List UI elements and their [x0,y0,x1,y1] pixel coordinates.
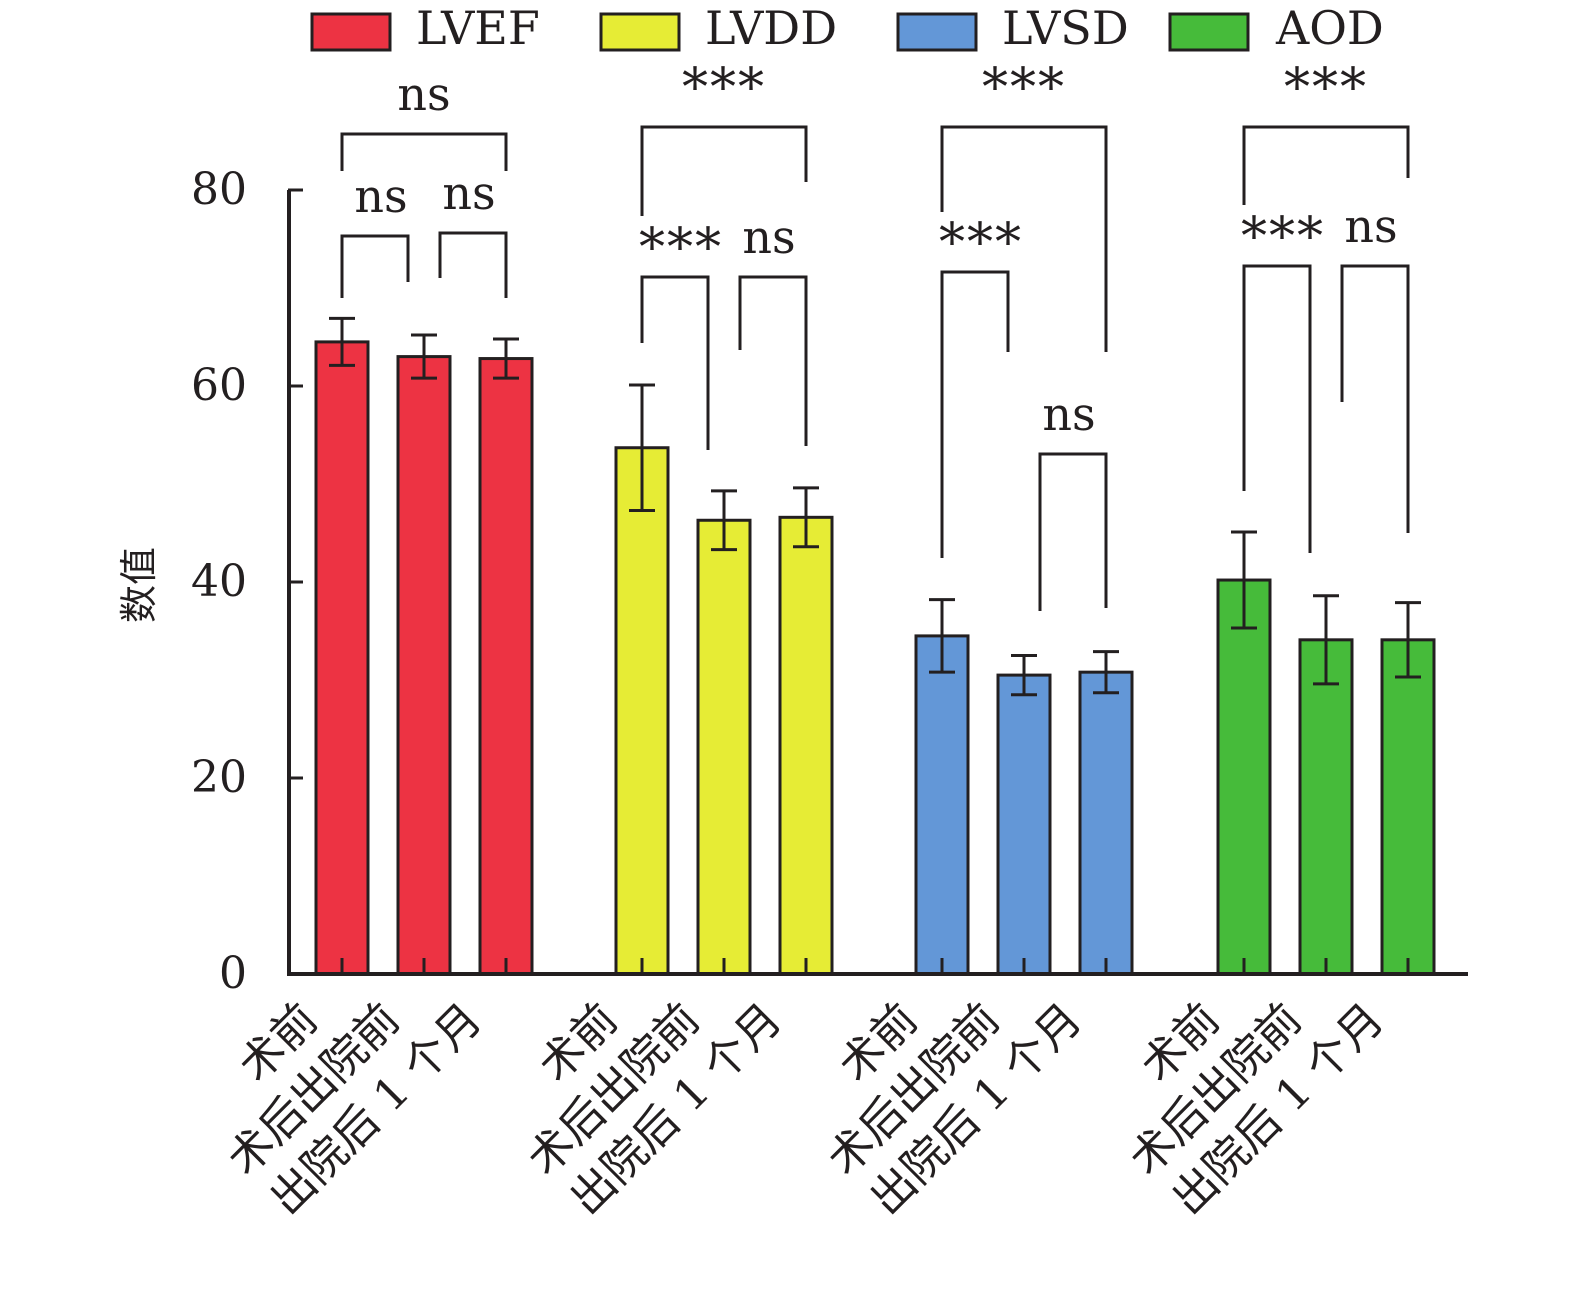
bracket-lvef-2-3-label: ns [442,166,495,220]
bar-aod-2 [1298,638,1354,976]
bracket-lvsd-1-2 [940,270,1010,558]
bar-aod-1 [1216,578,1272,976]
bracket-aod-1-3 [1242,125,1410,205]
bracket-lvdd-1-3 [640,125,808,216]
bracket-lvdd-2-3 [738,275,808,446]
bar-lvef-2 [396,355,452,976]
y-axis: 0 20 40 60 80 [191,164,303,999]
bracket-lvdd-1-2-label: *** [639,218,723,278]
bracket-lvdd-1-3-label: *** [682,58,766,118]
legend-swatch-lvdd [599,12,681,52]
y-tick-label: 20 [191,752,247,803]
bracket-lvsd-1-3 [940,125,1108,352]
legend-label-aod: AOD [1275,1,1384,55]
bracket-aod-1-2 [1242,264,1312,553]
bracket-lvef-2-3 [438,231,508,298]
y-tick-label: 40 [191,556,247,607]
bracket-lvef-1-3-label: ns [397,67,450,121]
bracket-lvsd-1-2-label: *** [939,213,1023,273]
bracket-lvdd-2-3-label: ns [742,210,795,264]
bracket-lvsd-2-3 [1038,452,1108,611]
bracket-aod-1-2-label: *** [1241,207,1325,267]
bar-lvsd-2 [996,673,1052,976]
bracket-aod-2-3 [1340,264,1410,533]
y-tick-label: 60 [191,360,247,411]
bracket-lvsd-2-3-label: ns [1042,387,1095,441]
legend-label-lvsd: LVSD [1002,1,1129,55]
legend-swatch-lvsd [896,12,978,52]
bar-lvef-3 [478,357,534,976]
error-bars [329,316,1421,697]
y-tick-label: 80 [191,164,247,215]
bracket-lvef-1-2-label: ns [354,169,407,223]
y-axis-label: 数值 [117,547,161,623]
bar-lvdd-2 [696,518,752,976]
legend-swatch-aod [1168,12,1250,52]
bar-lvdd-3 [778,515,834,976]
bracket-lvsd-1-3-label: *** [982,58,1066,118]
bracket-lvdd-1-2 [640,275,710,450]
legend: LVEF LVDD LVSD AOD [310,1,1384,55]
bracket-lvef-1-3 [340,132,508,171]
legend-label-lvef: LVEF [416,1,540,55]
bar-aod-3 [1380,638,1436,976]
legend-swatch-lvef [310,12,392,52]
bracket-aod-1-3-label: *** [1284,58,1368,118]
bracket-lvef-1-2 [340,234,410,298]
bar-lvsd-1 [914,634,970,976]
bar-lvef-1 [314,340,370,976]
y-tick-label: 0 [219,948,247,999]
bars [314,340,1436,976]
bar-lvsd-3 [1078,670,1134,976]
bar-lvdd-1 [614,446,670,976]
bracket-aod-2-3-label: ns [1344,199,1397,253]
legend-label-lvdd: LVDD [705,1,837,55]
